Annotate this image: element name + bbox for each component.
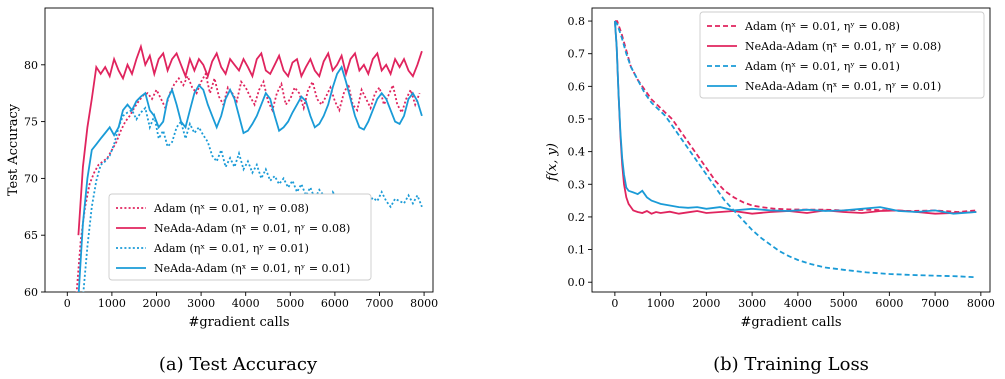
test-accuracy-lines <box>75 43 423 292</box>
test-accuracy-caption: (a) Test Accuracy <box>159 354 318 375</box>
test-accuracy-xtick-label: 3000 <box>187 297 215 310</box>
training-loss-legend-label: NeAda-Adam (ηˣ = 0.01, ηʸ = 0.01) <box>745 80 941 93</box>
training-loss-ylabel: f(x, y) <box>545 143 560 182</box>
training-loss-xtick-label: 4000 <box>784 297 812 310</box>
test-accuracy-xtick-label: 7000 <box>365 297 393 310</box>
training-loss-xtick-label: 3000 <box>738 297 766 310</box>
training-loss-xlabel: #gradient calls <box>740 315 841 330</box>
training-loss-legend: Adam (ηˣ = 0.01, ηʸ = 0.08) NeAda-Adam (η… <box>699 11 985 99</box>
training-loss-xtick-label: 2000 <box>692 297 720 310</box>
training-loss-xtick-label: 0 <box>611 297 618 310</box>
test-accuracy-xtick-label: 4000 <box>232 297 260 310</box>
training-loss-legend-label: Adam (ηˣ = 0.01, ηʸ = 0.08) <box>744 20 900 33</box>
test-accuracy-xtick-label: 6000 <box>321 297 349 310</box>
training-loss-legend-label: Adam (ηˣ = 0.01, ηʸ = 0.01) <box>744 60 900 73</box>
training-loss-ytick-label: 0.8 <box>568 15 586 28</box>
training-loss-series-2 <box>614 20 977 279</box>
test-accuracy-ytick-label: 65 <box>24 229 38 242</box>
training-loss-ytick-label: 0.1 <box>568 244 586 257</box>
test-accuracy-ytick-label: 70 <box>24 172 38 185</box>
training-loss-ytick-label: 0.3 <box>568 178 586 191</box>
training-loss-caption: (b) Training Loss <box>713 354 869 375</box>
training-loss-lines <box>614 20 977 279</box>
training-loss-ytick-label: 0.4 <box>568 146 586 159</box>
test-accuracy-legend-box <box>108 193 372 281</box>
training-loss-panel: 0 1000 2000 3000 4000 5000 6000 7000 8000 0.0 0.1 0… <box>545 7 995 375</box>
training-loss-ticks: 0 1000 2000 3000 4000 5000 6000 7000 8000 0.0 0.1 0… <box>568 15 995 310</box>
test-accuracy-series-0 <box>75 71 421 292</box>
test-accuracy-series-3 <box>77 64 423 292</box>
training-loss-xtick-label: 5000 <box>830 297 858 310</box>
training-loss-legend-box <box>699 11 985 99</box>
test-accuracy-series-1 <box>77 43 423 236</box>
test-accuracy-ytick-label: 80 <box>24 59 38 72</box>
training-loss-xtick-label: 1000 <box>647 297 675 310</box>
test-accuracy-ylabel: Test Accuracy <box>6 103 21 196</box>
test-accuracy-xlabel: #gradient calls <box>188 315 289 330</box>
test-accuracy-legend-label: NeAda-Adam (ηˣ = 0.01, ηʸ = 0.08) <box>154 222 350 235</box>
training-loss-ytick-label: 0.6 <box>568 80 586 93</box>
test-accuracy-series-2 <box>82 106 423 292</box>
test-accuracy-xtick-label: 2000 <box>142 297 170 310</box>
test-accuracy-xtick-label: 1000 <box>98 297 126 310</box>
test-accuracy-legend-label: Adam (ηˣ = 0.01, ηʸ = 0.08) <box>153 202 309 215</box>
training-loss-xtick-label: 8000 <box>967 297 995 310</box>
training-loss-xtick-label: 7000 <box>921 297 949 310</box>
training-loss-xtick-label: 6000 <box>875 297 903 310</box>
test-accuracy-plot-frame <box>44 7 434 293</box>
training-loss-plot-frame <box>591 7 991 293</box>
test-accuracy-ytick-label: 75 <box>24 116 38 129</box>
training-loss-series-1 <box>614 21 977 215</box>
test-accuracy-legend-label: Adam (ηˣ = 0.01, ηʸ = 0.01) <box>153 242 309 255</box>
training-loss-legend-label: NeAda-Adam (ηˣ = 0.01, ηʸ = 0.08) <box>745 40 941 53</box>
test-accuracy-xtick-label: 8000 <box>410 297 438 310</box>
test-accuracy-panel: 0 1000 2000 3000 4000 5000 6000 7000 8000 60 65 70 7… <box>6 7 438 375</box>
training-loss-series-3 <box>614 21 977 215</box>
training-loss-ytick-label: 0.7 <box>568 48 586 61</box>
test-accuracy-ticks: 0 1000 2000 3000 4000 5000 6000 7000 8000 60 65 70 7… <box>24 59 438 310</box>
training-loss-ytick-label: 0.2 <box>568 211 586 224</box>
test-accuracy-ytick-label: 60 <box>24 286 38 299</box>
test-accuracy-xtick-label: 0 <box>64 297 71 310</box>
training-loss-ytick-label: 0.5 <box>568 113 586 126</box>
test-accuracy-legend: Adam (ηˣ = 0.01, ηʸ = 0.08) NeAda-Adam (η… <box>108 193 372 281</box>
test-accuracy-xtick-label: 5000 <box>276 297 304 310</box>
training-loss-ytick-label: 0.0 <box>568 276 586 289</box>
test-accuracy-legend-label: NeAda-Adam (ηˣ = 0.01, ηʸ = 0.01) <box>154 262 350 275</box>
